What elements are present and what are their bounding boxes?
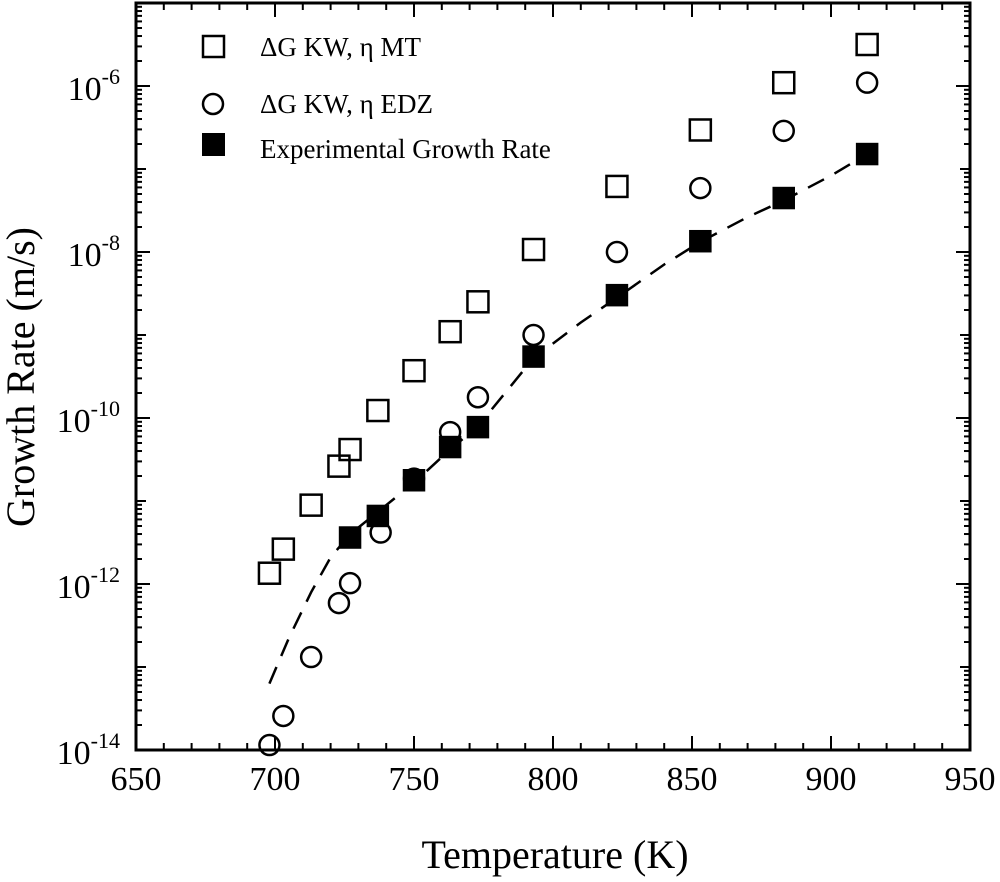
fit-line: [268, 153, 868, 685]
y-tick-label: 10-8: [68, 230, 120, 274]
y-tick-label: 10-12: [57, 562, 120, 606]
experimental-point: [772, 186, 795, 210]
x-tick-labels: 650 700 750 800 850 900 950: [111, 761, 996, 798]
edz-point: [338, 571, 362, 595]
edz-point: [466, 386, 490, 409]
mt-point: [271, 537, 296, 561]
experimental-point: [855, 142, 879, 166]
y-tick-label: 10-14: [57, 728, 120, 772]
x-tick-label: 800: [528, 761, 579, 798]
mt-point: [688, 118, 713, 142]
mt-point: [366, 398, 390, 423]
edz-point: [522, 323, 545, 347]
mt-point: [771, 70, 796, 95]
legend-marker-filled-square: [202, 133, 225, 156]
plot-frame: [134, 1, 972, 752]
edz-point: [258, 733, 281, 757]
edz-point: [689, 176, 712, 200]
legend-label-mt: ΔG KW, η MT: [260, 32, 421, 62]
edz-point: [855, 71, 879, 94]
mt-point: [338, 437, 362, 462]
experimental-point: [689, 229, 712, 253]
experimental-point: [438, 435, 462, 459]
x-tick-label: 750: [389, 761, 440, 798]
mt-point: [855, 32, 879, 57]
x-tick-label: 700: [250, 761, 301, 798]
legend-label-edz: ΔG KW, η EDZ: [260, 89, 433, 119]
y-axis-title: Growth Rate (m/s): [0, 227, 43, 527]
x-tick-label: 650: [111, 761, 162, 798]
x-axis-title: Temperature (K): [421, 832, 688, 877]
data-marks: [257, 32, 879, 757]
legend-marker-open-square: [201, 34, 226, 59]
legend-marker-open-circle: [201, 92, 225, 116]
edz-point: [272, 704, 295, 728]
mt-point: [438, 319, 462, 344]
experimental-point: [605, 283, 629, 307]
experimental-point: [338, 526, 362, 549]
experimental-point: [402, 469, 426, 492]
experimental-point: [522, 345, 545, 368]
mt-point: [299, 493, 323, 517]
mt-point: [466, 290, 490, 314]
legend: ΔG KW, η MT ΔG KW, η EDZ Experimental Gr…: [201, 32, 551, 164]
edz-point: [772, 119, 795, 143]
legend-label-experimental: Experimental Growth Rate: [260, 134, 551, 164]
experimental-point: [466, 415, 490, 439]
mt-point: [402, 358, 426, 383]
x-tick-label: 900: [806, 761, 857, 798]
y-tick-labels: 10-14 10-12 10-10 10-8 10-6: [57, 64, 120, 772]
x-tick-label: 950: [945, 761, 996, 798]
y-tick-label: 10-6: [68, 64, 120, 108]
mt-point: [257, 561, 282, 585]
mt-point: [605, 174, 629, 199]
edz-point: [327, 591, 351, 615]
x-tick-label: 850: [667, 761, 718, 798]
edz-point: [605, 240, 629, 264]
mt-point: [521, 237, 546, 262]
edz-point: [299, 645, 323, 669]
fit-curve: [268, 153, 868, 685]
y-tick-label: 10-10: [57, 396, 120, 440]
experimental-point: [366, 504, 390, 528]
